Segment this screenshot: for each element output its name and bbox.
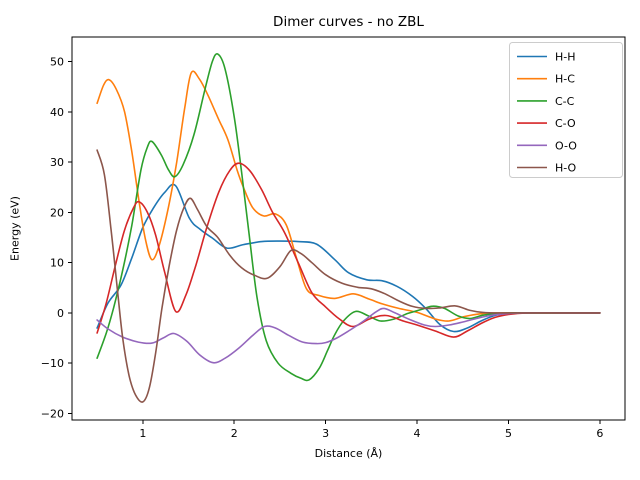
x-tick-label: 6 [596,427,603,440]
y-tick-label: 40 [50,106,64,119]
curve-H-O [96,149,601,403]
curve-H-H [96,183,601,333]
y-axis-label: Energy (eV) [9,196,22,261]
legend-box [509,42,623,178]
plot-area: 1 2 3 4 5 6 −20 −10 0 10 20 30 40 50 [41,36,626,440]
legend: H-H H-C C-C C-O O-O H-O [509,42,623,178]
x-tick-label: 3 [322,427,329,440]
y-tick-label: 30 [50,156,64,169]
curves-layer [96,53,601,403]
y-tick-label: −20 [41,407,64,420]
y-tick-label: −10 [41,357,64,370]
legend-label-H-H: H-H [555,51,576,64]
curve-C-O [96,162,601,338]
y-tick-label: 20 [50,206,64,219]
legend-label-O-O: O-O [555,139,577,152]
legend-label-H-C: H-C [555,73,575,86]
x-tick-label: 5 [505,427,512,440]
legend-label-C-O: C-O [555,117,576,130]
curve-H-C [96,70,601,322]
axes-frame [71,36,626,421]
curve-O-O [96,307,601,364]
y-tick-label: 50 [50,56,64,69]
x-axis-label: Distance (Å) [315,447,383,460]
x-tick-label: 1 [139,427,146,440]
x-tick-label: 4 [414,427,421,440]
chart-title: Dimer curves - no ZBL [273,14,424,30]
y-tick-label: 0 [57,307,64,320]
legend-label-H-O: H-O [555,162,577,175]
y-tick-label: 10 [50,257,64,270]
legend-label-C-C: C-C [555,95,575,108]
x-tick-label: 2 [231,427,238,440]
